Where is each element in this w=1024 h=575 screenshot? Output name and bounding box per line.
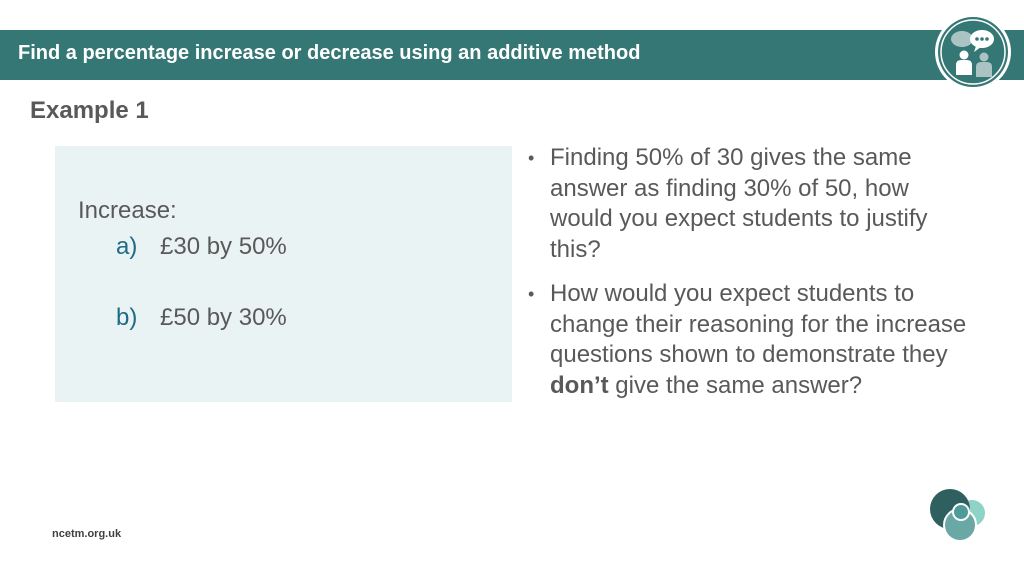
question-box bbox=[55, 146, 512, 402]
question-letter: a) bbox=[116, 233, 138, 260]
question-letter: b) bbox=[116, 304, 138, 331]
ncetm-circles-logo bbox=[930, 489, 985, 542]
bullet-text-emphasis: don’t bbox=[550, 371, 609, 399]
bullet-text-start: How would you expect students to change … bbox=[550, 280, 967, 368]
bullet-item: • Finding 50% of 30 gives the same answe… bbox=[528, 143, 978, 265]
title-bar bbox=[0, 30, 1024, 80]
slide-title: Find a percentage increase or decrease u… bbox=[18, 42, 641, 64]
question-text: £30 by 50% bbox=[160, 233, 287, 260]
example-heading: Example 1 bbox=[30, 97, 149, 124]
bullet-glyph: • bbox=[528, 148, 535, 168]
question-text: £50 by 30% bbox=[160, 304, 287, 331]
increase-label: Increase: bbox=[78, 197, 177, 224]
discussion-bullets: • Finding 50% of 30 gives the same answe… bbox=[528, 143, 978, 415]
bullet-item: • How would you expect students to chang… bbox=[528, 279, 978, 401]
bullet-text: How would you expect students to change … bbox=[550, 280, 966, 399]
discussion-people-icon bbox=[935, 14, 1011, 90]
bullet-text-end: give the same answer? bbox=[608, 371, 863, 399]
bullet-text: Finding 50% of 30 gives the same answer … bbox=[550, 144, 928, 263]
bullet-glyph: • bbox=[528, 284, 535, 304]
footer-url: ncetm.org.uk bbox=[52, 528, 122, 540]
